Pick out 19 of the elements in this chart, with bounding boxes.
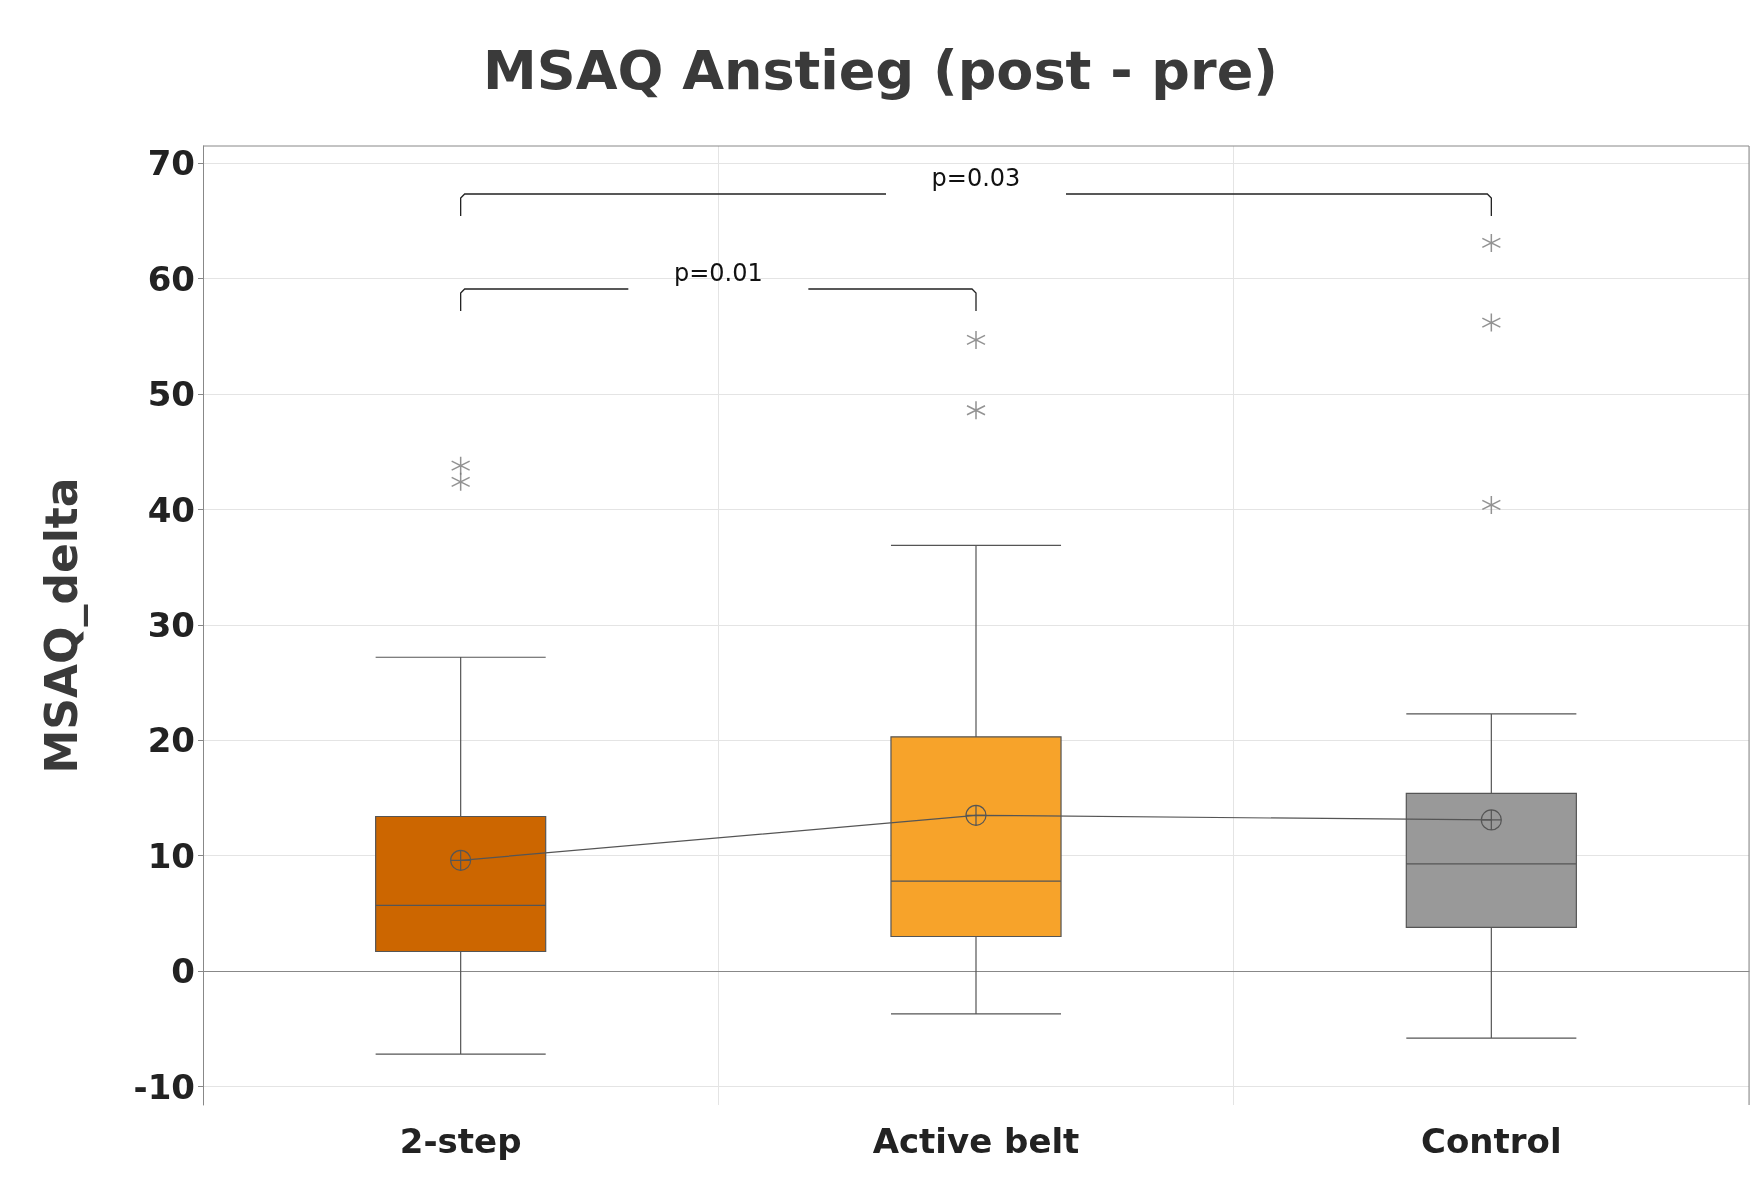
chart-title: MSAQ Anstieg (post - pre) bbox=[483, 38, 1278, 102]
point bbox=[965, 804, 987, 826]
y-tick-label: 60 bbox=[147, 258, 195, 299]
y-tick-label: -10 bbox=[133, 1066, 195, 1107]
y-tick-label: 0 bbox=[171, 951, 195, 992]
y-tick-label: 70 bbox=[147, 143, 195, 184]
y-tick-label: 10 bbox=[147, 835, 195, 876]
y-tick-label: 40 bbox=[147, 489, 195, 530]
annotation: p=0.03 bbox=[931, 164, 1021, 192]
x-tick-label: 2-step bbox=[399, 1121, 522, 1161]
y-tick-label: 30 bbox=[147, 604, 195, 645]
y-tick-label: 20 bbox=[147, 720, 195, 761]
y-axis-title: MSAQ_delta bbox=[35, 477, 88, 774]
x-tick-label: Active belt bbox=[872, 1121, 1080, 1161]
point bbox=[1480, 809, 1502, 831]
x-tick-label: Control bbox=[1421, 1121, 1562, 1161]
annotation: p=0.01 bbox=[673, 259, 763, 287]
point bbox=[450, 849, 472, 871]
y-tick-label: 50 bbox=[147, 374, 195, 415]
